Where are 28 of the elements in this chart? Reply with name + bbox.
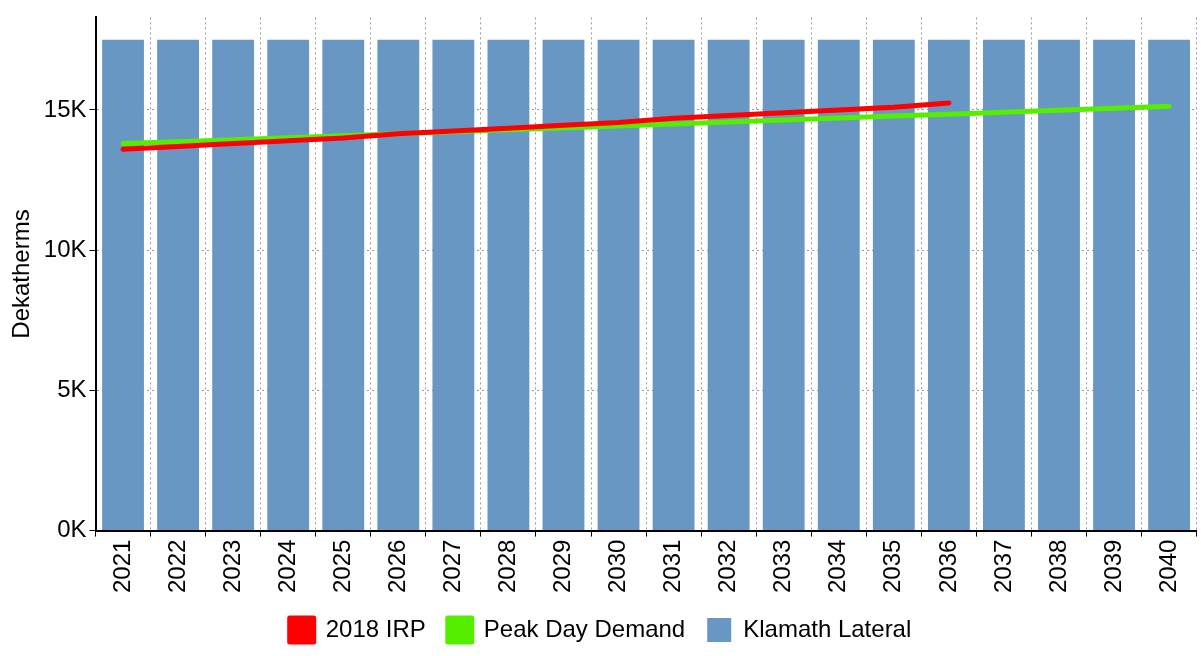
x-tick-label: 2029 [548,539,576,593]
x-tick-label: 2021 [107,539,135,593]
y-tick-label: 0K [57,515,87,543]
x-tick-label: 2022 [162,539,190,593]
x-tick-label: 2024 [272,539,300,593]
x-tick-label: 2040 [1153,539,1181,593]
y-axis-title: Dekatherms [7,209,35,339]
x-tick-label: 2030 [603,539,631,593]
legend-label: Klamath Lateral [743,614,912,642]
x-tick-label: 2034 [823,539,851,593]
x-tick-label: 2027 [437,539,465,593]
y-tick-label: 10K [43,234,87,262]
x-tick-label: 2025 [327,539,355,593]
y-tick-label: 5K [57,375,87,403]
x-tick-label: 2031 [658,539,686,593]
x-tick-label: 2033 [768,539,796,593]
x-tick-label: 2032 [713,539,741,593]
legend-label: Peak Day Demand [483,614,686,642]
legend-label: 2018 IRP [325,614,426,642]
x-tick-label: 2036 [933,539,961,593]
y-tick-label: 15K [43,94,87,122]
x-tick-label: 2038 [1043,539,1071,593]
x-tick-label: 2028 [493,539,521,593]
x-tick-label: 2037 [988,539,1016,593]
x-tick-label: 2026 [382,539,410,593]
x-tick-label: 2039 [1098,539,1126,593]
x-tick-label: 2023 [217,539,245,593]
x-tick-label: 2035 [878,539,906,593]
